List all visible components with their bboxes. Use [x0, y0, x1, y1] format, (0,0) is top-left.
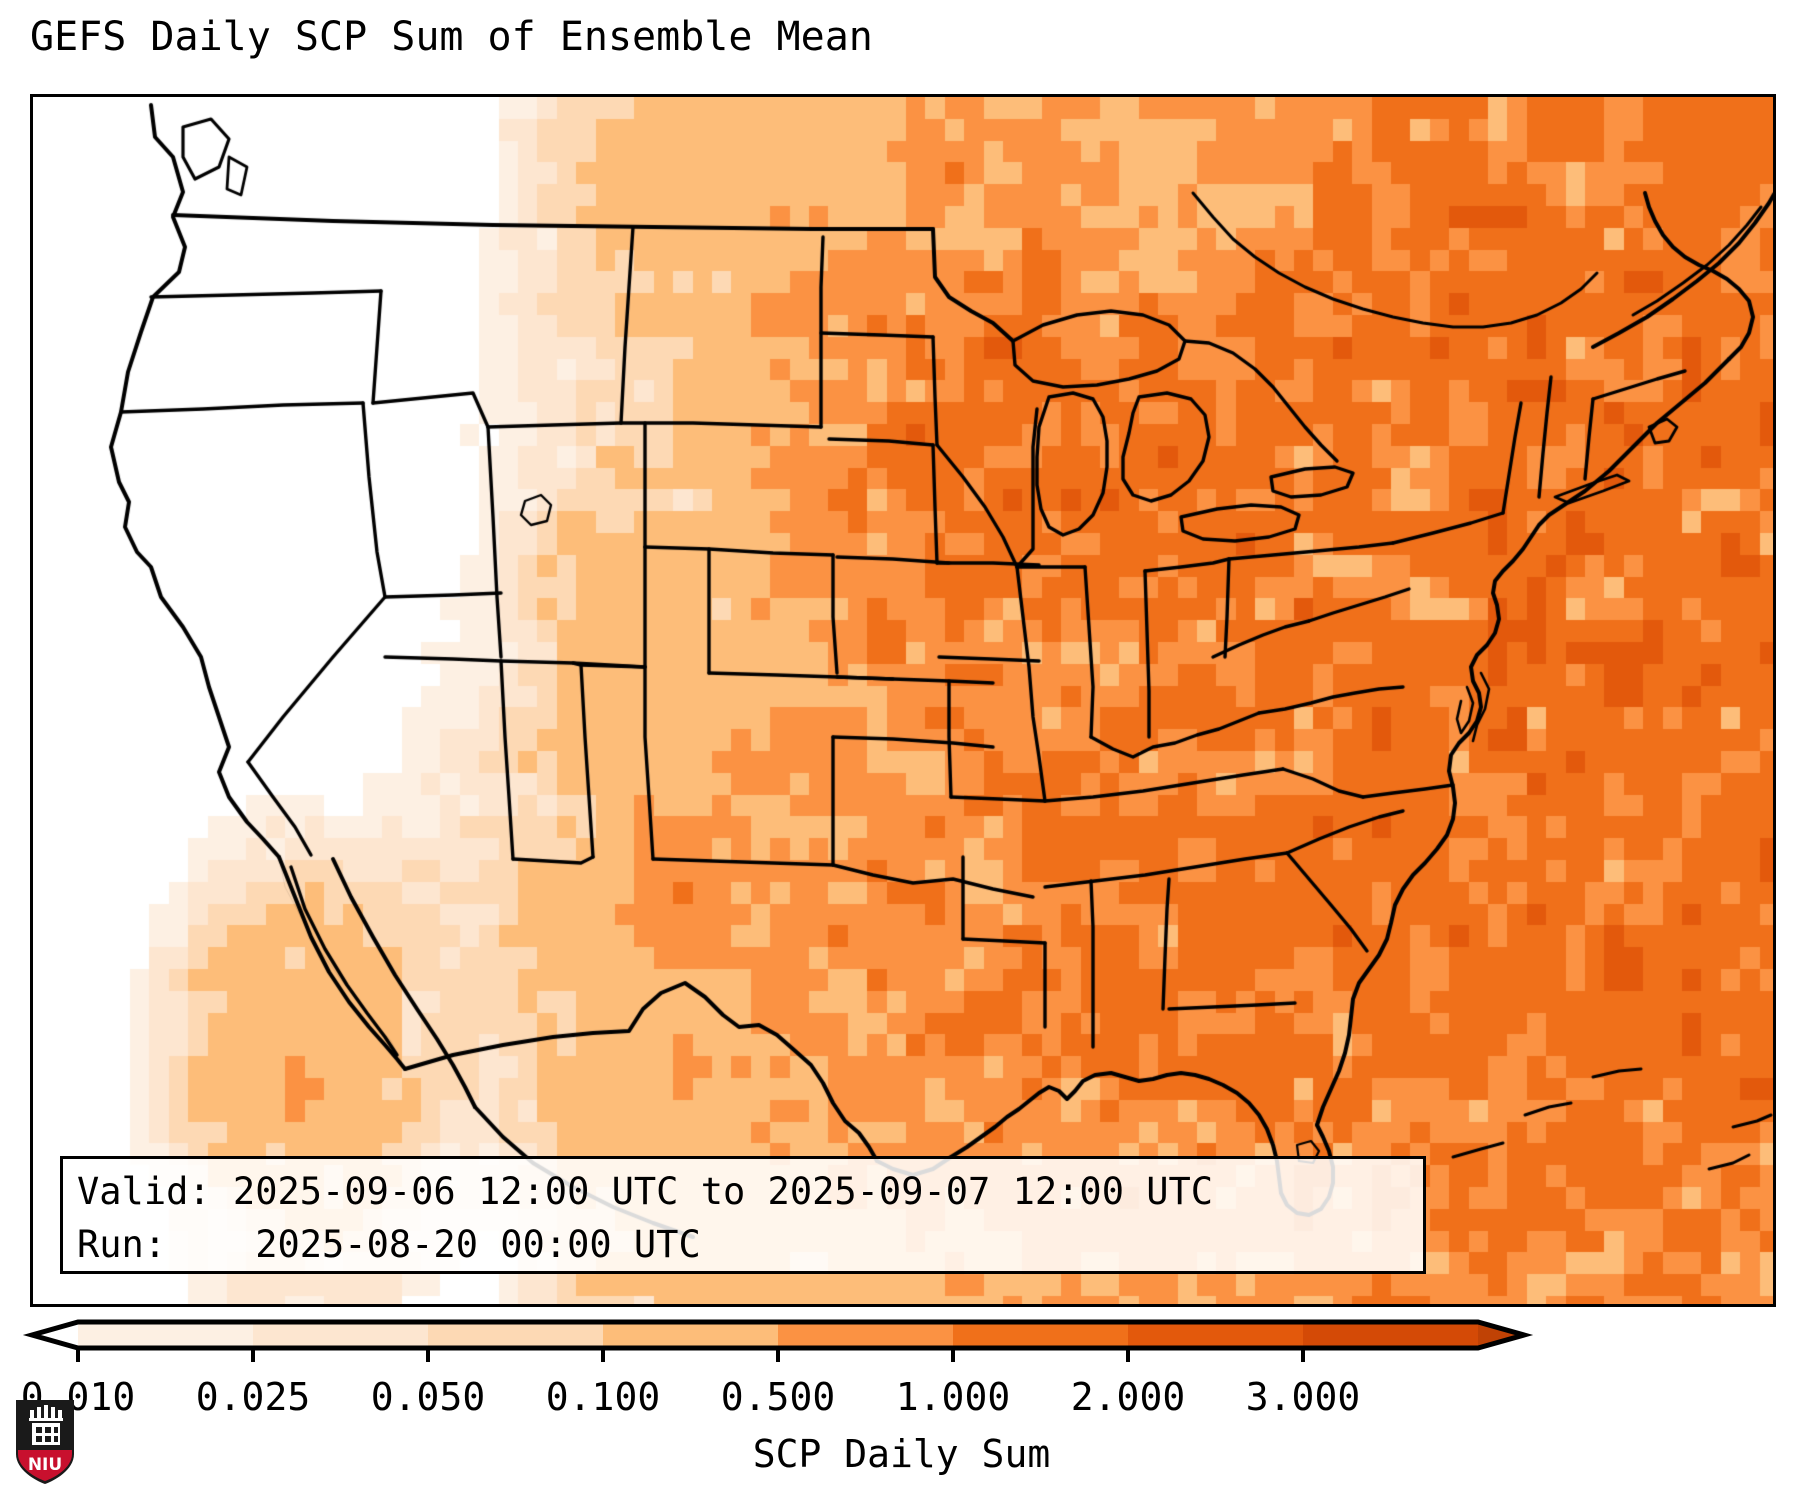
colorbar-band — [778, 1322, 954, 1348]
page-title: GEFS Daily SCP Sum of Ensemble Mean — [30, 14, 873, 60]
colorbar-tick-label: 0.050 — [370, 1375, 486, 1419]
colorbar-axis-label: SCP Daily Sum — [752, 1432, 1051, 1476]
colorbar-outline — [22, 1319, 1534, 1351]
colorbar-tick-label: 0.025 — [195, 1375, 311, 1419]
run-time-text: Run: 2025-08-20 00:00 UTC — [77, 1223, 701, 1266]
colorbar-tick-labels: 0.010 0.025 0.050 0.100 0.500 1.000 2.000 3.000 — [0, 1375, 1803, 1425]
colorbar-over-arrow — [1478, 1322, 1524, 1348]
colorbar-band — [603, 1322, 779, 1348]
colorbar-band — [953, 1322, 1129, 1348]
scp-heatmap-canvas — [33, 97, 1773, 1304]
colorbar-band — [253, 1322, 429, 1348]
colorbar-band — [1303, 1322, 1479, 1348]
colorbar-tick-label: 0.500 — [720, 1375, 836, 1419]
colorbar-under-arrow — [32, 1322, 78, 1348]
niu-logo: NIU — [16, 1400, 74, 1484]
colorbar-band — [78, 1322, 254, 1348]
colorbar-ticks — [76, 1348, 1305, 1362]
valid-time-text: Valid: 2025-09-06 12:00 UTC to 2025-09-0… — [77, 1170, 1214, 1213]
colorbar-svg — [22, 1319, 1534, 1362]
valid-run-info-box: Valid: 2025-09-06 12:00 UTC to 2025-09-0… — [60, 1156, 1426, 1274]
colorbar-band — [428, 1322, 604, 1348]
colorbar-tick-label: 3.000 — [1245, 1375, 1361, 1419]
colorbar-tick-label: 2.000 — [1070, 1375, 1186, 1419]
colorbar-tick-label: 1.000 — [895, 1375, 1011, 1419]
colorbar-border — [22, 1319, 1534, 1351]
colorbar-tick-label: 0.100 — [545, 1375, 661, 1419]
colorbar — [0, 1316, 1803, 1376]
colorbar-band — [1128, 1322, 1304, 1348]
map-panel — [30, 94, 1776, 1307]
colorbar-bands — [32, 1322, 1524, 1348]
niu-logo-text: NIU — [28, 1455, 62, 1475]
